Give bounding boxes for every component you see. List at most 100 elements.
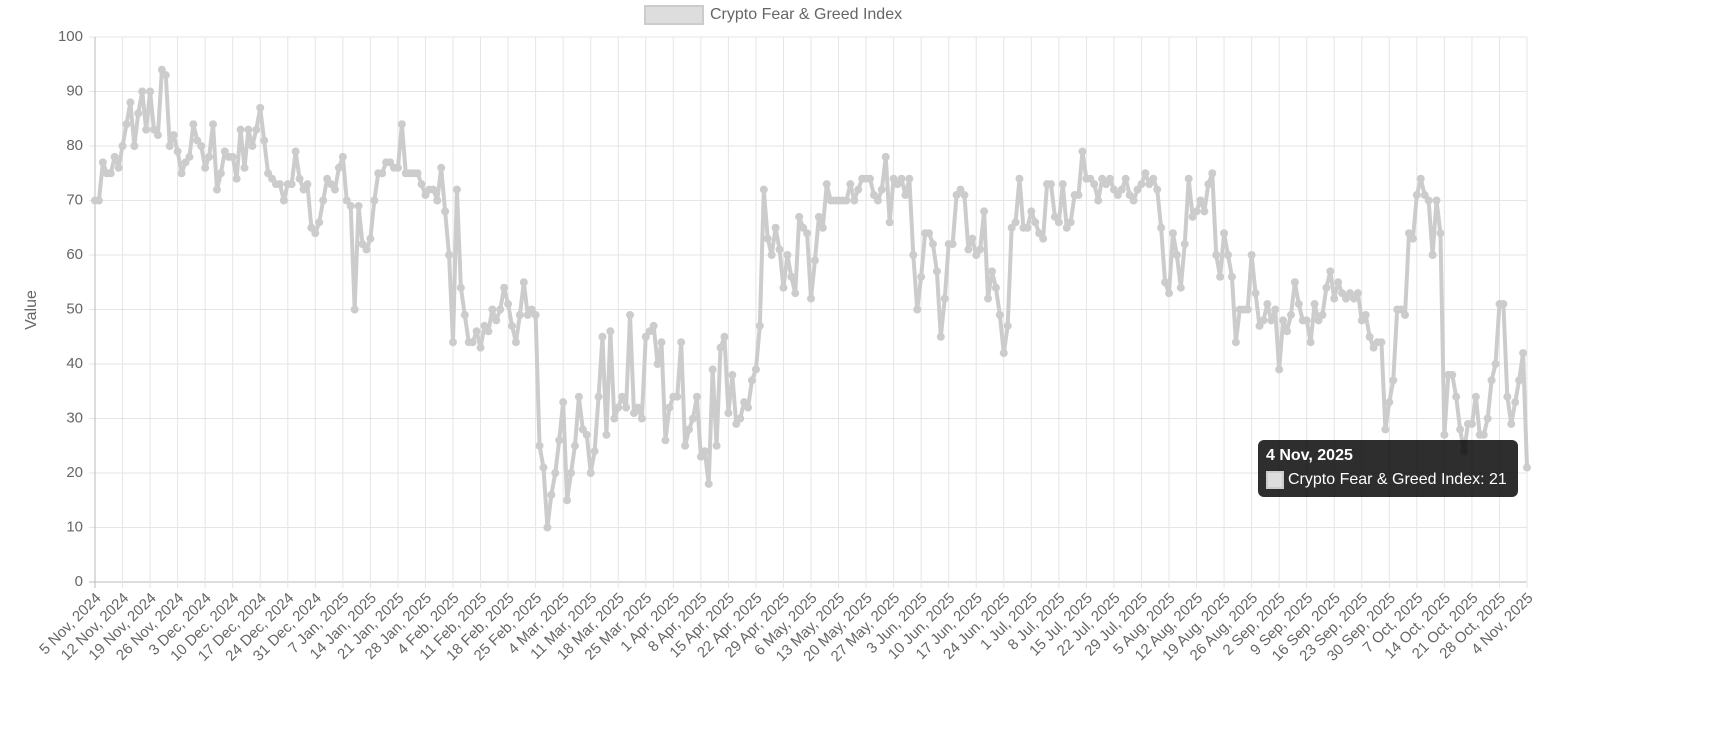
- data-point: [134, 109, 143, 118]
- data-point: [449, 338, 457, 347]
- data-point: [378, 169, 387, 178]
- data-point: [1058, 180, 1067, 189]
- data-point: [1117, 185, 1126, 194]
- data-point: [1353, 289, 1362, 298]
- data-point: [118, 142, 127, 150]
- data-point: [1432, 196, 1441, 205]
- data-point: [673, 392, 682, 401]
- data-point: [504, 300, 513, 309]
- data-point: [736, 414, 745, 423]
- data-point: [441, 207, 450, 216]
- data-point: [1224, 251, 1233, 259]
- data-point: [807, 294, 815, 303]
- data-point: [362, 245, 371, 254]
- y-axis-label: Value: [23, 290, 40, 330]
- data-point: [244, 125, 253, 134]
- data-point: [854, 185, 863, 194]
- data-point: [763, 234, 772, 243]
- data-point: [488, 305, 497, 314]
- data-point: [995, 310, 1004, 319]
- data-point: [751, 365, 760, 374]
- data-point: [987, 267, 996, 276]
- data-point: [991, 283, 1000, 292]
- data-point: [110, 152, 119, 161]
- data-point: [515, 310, 524, 319]
- data-point: [138, 87, 147, 96]
- data-point: [1247, 251, 1256, 259]
- data-point: [775, 245, 784, 254]
- data-point: [1279, 316, 1288, 325]
- data-point: [586, 469, 595, 477]
- data-point: [1412, 191, 1421, 200]
- data-point: [205, 152, 214, 161]
- data-point: [185, 152, 194, 161]
- data-point: [1031, 218, 1040, 227]
- data-point: [94, 196, 103, 205]
- data-point: [248, 142, 257, 150]
- data-point: [1302, 316, 1311, 325]
- data-point: [303, 180, 312, 189]
- data-point: [1176, 283, 1185, 292]
- y-tick-label: 90: [66, 82, 83, 99]
- data-point: [1137, 180, 1146, 189]
- data-point: [1220, 229, 1229, 238]
- data-point: [1401, 310, 1410, 319]
- data-point: [209, 120, 218, 129]
- data-point: [445, 251, 454, 259]
- data-point: [1286, 310, 1295, 319]
- y-tick-label: 70: [66, 191, 83, 208]
- data-point: [897, 174, 906, 183]
- data-point: [637, 414, 646, 423]
- data-point: [330, 185, 339, 194]
- data-point: [228, 152, 237, 161]
- data-point: [1231, 338, 1240, 347]
- data-point: [1306, 338, 1315, 347]
- data-point: [511, 338, 520, 347]
- data-point: [685, 425, 694, 434]
- data-point: [484, 327, 493, 336]
- data-point: [547, 490, 556, 499]
- data-point: [1180, 240, 1189, 249]
- data-point: [1408, 234, 1417, 243]
- data-point: [311, 229, 320, 238]
- data-point: [1168, 229, 1177, 238]
- data-point: [633, 403, 642, 412]
- data-point: [602, 430, 611, 439]
- data-point: [1271, 305, 1280, 314]
- y-tick-label: 10: [66, 518, 83, 535]
- data-point: [704, 479, 713, 488]
- data-point: [1165, 289, 1173, 298]
- data-point: [173, 147, 182, 156]
- data-point: [842, 196, 851, 205]
- data-point: [460, 310, 469, 319]
- data-point: [626, 310, 635, 319]
- data-point: [984, 294, 993, 303]
- data-point: [98, 158, 107, 167]
- data-point: [1424, 196, 1433, 205]
- data-point: [279, 196, 288, 205]
- data-point: [177, 169, 186, 178]
- data-point: [189, 120, 198, 129]
- data-point: [291, 147, 300, 156]
- data-point: [437, 163, 446, 172]
- data-point: [1507, 419, 1516, 428]
- y-tick-label: 40: [66, 355, 83, 372]
- data-point: [551, 469, 560, 477]
- data-point: [295, 174, 304, 183]
- data-point: [1263, 300, 1272, 309]
- data-point: [779, 283, 788, 292]
- data-point: [570, 441, 579, 450]
- data-point: [803, 229, 812, 238]
- data-point: [1377, 338, 1386, 347]
- data-point: [846, 180, 855, 189]
- legend-swatch[interactable]: [644, 5, 704, 25]
- data-point: [114, 163, 123, 172]
- legend-label[interactable]: Crypto Fear & Greed Index: [710, 6, 902, 23]
- data-point: [319, 196, 328, 205]
- data-point: [1334, 278, 1343, 287]
- data-point: [1294, 300, 1303, 309]
- data-point: [1385, 398, 1394, 407]
- data-point: [1074, 191, 1083, 200]
- data-point: [1428, 251, 1437, 259]
